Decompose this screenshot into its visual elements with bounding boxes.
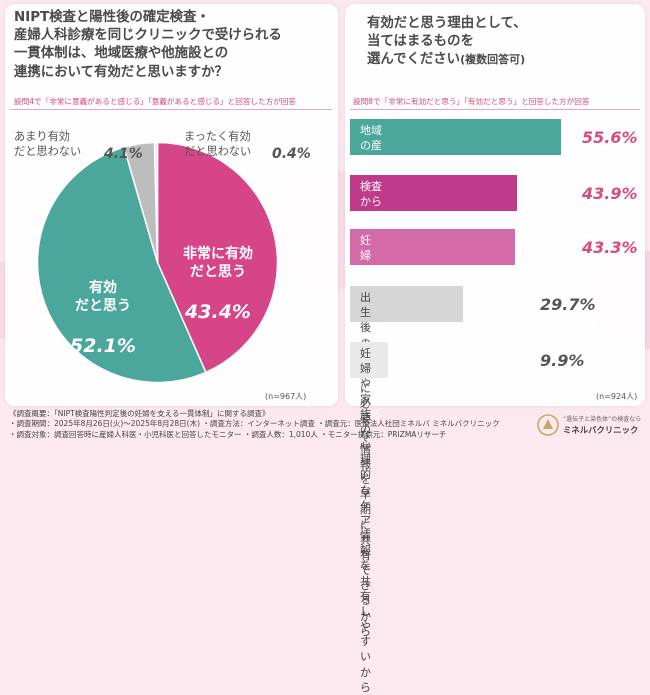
bar: [350, 342, 388, 378]
pie-label-not-very-effective-text: あまり有効 だと思わない: [14, 130, 82, 158]
pie-label-not-very-effective-value: 4.1%: [104, 146, 143, 162]
right-question-title-main: 有効だと思う理由として、 当てはまるものを 選んでください: [367, 16, 527, 68]
pie-label-effective-value: 52.1%: [70, 335, 136, 357]
right-question-title: 有効だと思う理由として、 当てはまるものを 選んでください(複数回答可): [367, 15, 527, 70]
pie-slice-not-effective: [153, 141, 159, 263]
survey-footer: 《調査概要：「NIPT検査陽性判定後の妊婦を支える一貫体制」に関する調査》 ・調…: [9, 409, 500, 440]
bar: [350, 119, 561, 155]
right-sample-size: (n=924人): [596, 392, 638, 401]
logo-tagline: “遺伝子と染色体”の検査なら: [563, 416, 642, 423]
footer-line: ・調査期間：2025年8月26日(火)〜2025年8月28日(木) ・調査方法：…: [9, 419, 500, 429]
bar-value-label: 55.6%: [582, 128, 638, 147]
pie-label-very-effective-text: 非常に有効 だと思う: [183, 246, 253, 280]
pie-slice-very-effective: [156, 141, 279, 374]
pie-label-effective: 有効 だと思う 52.1%: [70, 260, 136, 379]
left-divider: [10, 109, 332, 110]
bar: [350, 229, 515, 265]
bar-value-label: 43.9%: [582, 184, 638, 203]
bar: [350, 286, 463, 322]
footer-line: 《調査概要：「NIPT検査陽性判定後の妊婦を支える一貫体制」に関する調査》: [9, 409, 270, 418]
pie-label-very-effective-value: 43.4%: [185, 301, 251, 323]
right-note: 設問8で「非常に有効だと思う」「有効だと思う」と回答した方が回答: [353, 97, 590, 106]
bar: [350, 175, 517, 211]
minerva-logo-icon: [537, 414, 559, 436]
pie-label-not-effective-value: 0.4%: [272, 146, 311, 162]
right-question-title-suffix: (複数回答可): [460, 53, 526, 67]
pie-label-very-effective: 非常に有効 だと思う 43.4%: [183, 226, 253, 345]
right-divider: [350, 109, 640, 110]
pie-slice-effective: [36, 146, 207, 384]
logo-name: ミネルバクリニック: [563, 425, 639, 435]
footer-line: ・調査対象：調査回答時に産婦人科医・小児科医と回答したモニター ・調査人数：1,…: [9, 429, 447, 439]
bar-label: 妊婦や家族の心理的な ケア情報を共有しやすいから: [360, 347, 371, 694]
pie-label-effective-text: 有効 だと思う: [74, 280, 131, 314]
bar-value-label: 43.3%: [582, 238, 638, 257]
left-sample-size: (n=967人): [265, 392, 307, 401]
left-note: 設問4で「非常に意義があると感じる」「意義があると感じる」と回答した方が回答: [14, 97, 296, 106]
left-question-title: NIPT検査と陽性後の確定検査・ 産婦人科診療を同じクリニックで受けられる 一貫…: [14, 10, 282, 80]
bar-value-label: 29.7%: [540, 295, 596, 314]
pie-chart: [36, 141, 279, 384]
clinic-logo: “遺伝子と染色体”の検査なら ミネルバクリニック: [536, 412, 646, 442]
pie-label-not-effective-text: まったく有効 だと思わない: [184, 130, 252, 158]
bar-value-label: 9.9%: [540, 351, 585, 370]
